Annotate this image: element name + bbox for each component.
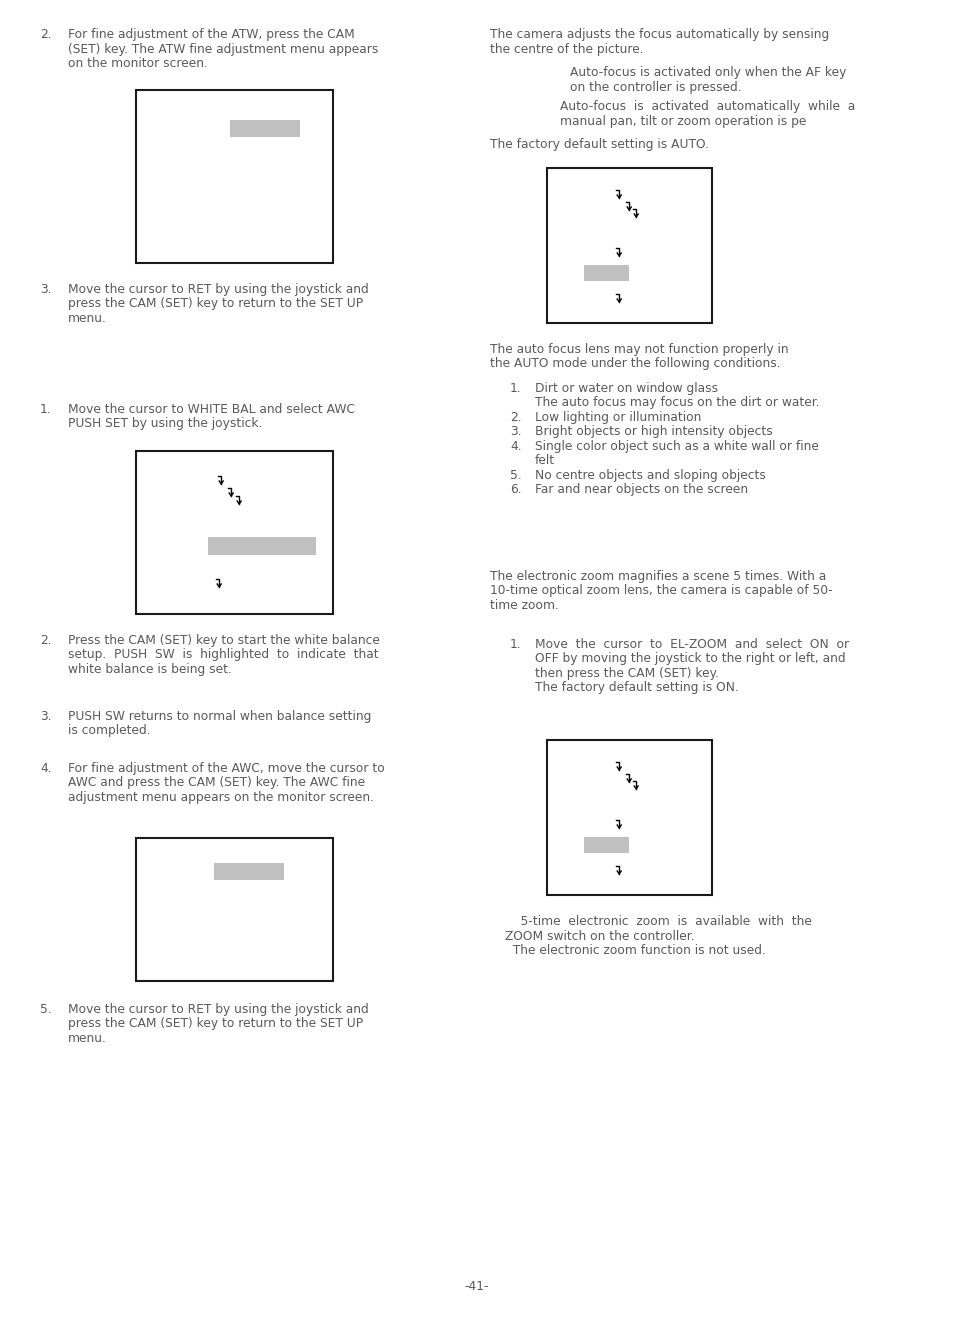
Text: The auto focus may focus on the dirt or water.: The auto focus may focus on the dirt or … bbox=[535, 397, 819, 410]
Text: press the CAM (SET) key to return to the SET UP: press the CAM (SET) key to return to the… bbox=[68, 1017, 363, 1031]
Text: on the controller is pressed.: on the controller is pressed. bbox=[569, 81, 740, 94]
Bar bbox=[136, 451, 333, 614]
Bar bbox=[136, 90, 333, 263]
Text: Move the cursor to WHITE BAL and select AWC: Move the cursor to WHITE BAL and select … bbox=[68, 404, 355, 415]
Text: For fine adjustment of the ATW, press the CAM: For fine adjustment of the ATW, press th… bbox=[68, 28, 355, 41]
Bar bbox=[546, 740, 711, 894]
Text: Move the cursor to RET by using the joystick and: Move the cursor to RET by using the joys… bbox=[68, 283, 369, 296]
Text: then press the CAM (SET) key.: then press the CAM (SET) key. bbox=[535, 667, 719, 680]
Text: 5.: 5. bbox=[40, 1003, 51, 1016]
Text: menu.: menu. bbox=[68, 1032, 107, 1045]
Text: 4.: 4. bbox=[510, 441, 521, 452]
Text: The camera adjusts the focus automatically by sensing: The camera adjusts the focus automatical… bbox=[490, 28, 828, 41]
Text: 2.: 2. bbox=[40, 28, 51, 41]
Text: Move  the  cursor  to  EL-ZOOM  and  select  ON  or: Move the cursor to EL-ZOOM and select ON… bbox=[535, 638, 848, 651]
Text: PUSH SW returns to normal when balance setting: PUSH SW returns to normal when balance s… bbox=[68, 710, 371, 722]
Text: setup.  PUSH  SW  is  highlighted  to  indicate  that: setup. PUSH SW is highlighted to indicat… bbox=[68, 648, 378, 662]
Text: 3.: 3. bbox=[40, 283, 51, 296]
Text: 10-time optical zoom lens, the camera is capable of 50-: 10-time optical zoom lens, the camera is… bbox=[490, 585, 832, 598]
Text: OFF by moving the joystick to the right or left, and: OFF by moving the joystick to the right … bbox=[535, 652, 844, 665]
Bar bbox=[546, 168, 711, 323]
Text: PUSH SET by using the joystick.: PUSH SET by using the joystick. bbox=[68, 418, 262, 430]
Text: For fine adjustment of the AWC, move the cursor to: For fine adjustment of the AWC, move the… bbox=[68, 762, 384, 775]
Text: the centre of the picture.: the centre of the picture. bbox=[490, 42, 643, 56]
Text: felt: felt bbox=[535, 455, 555, 467]
Text: ZOOM switch on the controller.: ZOOM switch on the controller. bbox=[504, 930, 694, 942]
Bar bbox=[213, 863, 284, 880]
Text: The factory default setting is AUTO.: The factory default setting is AUTO. bbox=[490, 138, 708, 151]
Bar bbox=[583, 265, 628, 280]
Text: Press the CAM (SET) key to start the white balance: Press the CAM (SET) key to start the whi… bbox=[68, 634, 379, 647]
Text: The electronic zoom function is not used.: The electronic zoom function is not used… bbox=[504, 945, 765, 957]
Text: 4.: 4. bbox=[40, 762, 51, 775]
Text: 2.: 2. bbox=[510, 411, 521, 423]
Text: 3.: 3. bbox=[40, 710, 51, 722]
Text: is completed.: is completed. bbox=[68, 725, 151, 737]
Text: -41-: -41- bbox=[464, 1279, 489, 1293]
Text: 5-time  electronic  zoom  is  available  with  the: 5-time electronic zoom is available with… bbox=[504, 916, 811, 927]
Text: Auto-focus  is  activated  automatically  while  a: Auto-focus is activated automatically wh… bbox=[559, 101, 854, 112]
Text: 1.: 1. bbox=[510, 382, 521, 396]
Text: Low lighting or illumination: Low lighting or illumination bbox=[535, 411, 700, 423]
Bar bbox=[583, 837, 628, 853]
Text: AWC and press the CAM (SET) key. The AWC fine: AWC and press the CAM (SET) key. The AWC… bbox=[68, 777, 365, 790]
Text: 5.: 5. bbox=[510, 468, 521, 482]
Text: 6.: 6. bbox=[510, 483, 521, 496]
Text: press the CAM (SET) key to return to the SET UP: press the CAM (SET) key to return to the… bbox=[68, 298, 363, 311]
Text: Single color object such as a white wall or fine: Single color object such as a white wall… bbox=[535, 441, 818, 452]
Text: the AUTO mode under the following conditions.: the AUTO mode under the following condit… bbox=[490, 357, 780, 370]
Text: 2.: 2. bbox=[40, 634, 51, 647]
Text: time zoom.: time zoom. bbox=[490, 599, 558, 613]
Text: (SET) key. The ATW fine adjustment menu appears: (SET) key. The ATW fine adjustment menu … bbox=[68, 42, 378, 56]
Text: 3.: 3. bbox=[510, 426, 521, 438]
Text: menu.: menu. bbox=[68, 312, 107, 325]
Text: white balance is being set.: white balance is being set. bbox=[68, 663, 232, 676]
Text: on the monitor screen.: on the monitor screen. bbox=[68, 57, 208, 70]
Bar bbox=[136, 837, 333, 980]
Text: Far and near objects on the screen: Far and near objects on the screen bbox=[535, 483, 747, 496]
Text: 1.: 1. bbox=[40, 404, 51, 415]
Text: The auto focus lens may not function properly in: The auto focus lens may not function pro… bbox=[490, 343, 788, 356]
Text: The factory default setting is ON.: The factory default setting is ON. bbox=[535, 681, 739, 695]
Text: Bright objects or high intensity objects: Bright objects or high intensity objects bbox=[535, 426, 772, 438]
Bar bbox=[208, 537, 315, 556]
Text: adjustment menu appears on the monitor screen.: adjustment menu appears on the monitor s… bbox=[68, 791, 374, 804]
Text: No centre objects and sloping objects: No centre objects and sloping objects bbox=[535, 468, 765, 482]
Bar bbox=[230, 120, 299, 138]
Text: Move the cursor to RET by using the joystick and: Move the cursor to RET by using the joys… bbox=[68, 1003, 369, 1016]
Text: 1.: 1. bbox=[510, 638, 521, 651]
Text: Dirt or water on window glass: Dirt or water on window glass bbox=[535, 382, 718, 396]
Text: manual pan, tilt or zoom operation is pe: manual pan, tilt or zoom operation is pe bbox=[559, 115, 805, 127]
Text: The electronic zoom magnifies a scene 5 times. With a: The electronic zoom magnifies a scene 5 … bbox=[490, 570, 825, 583]
Text: Auto-focus is activated only when the AF key: Auto-focus is activated only when the AF… bbox=[569, 66, 845, 79]
